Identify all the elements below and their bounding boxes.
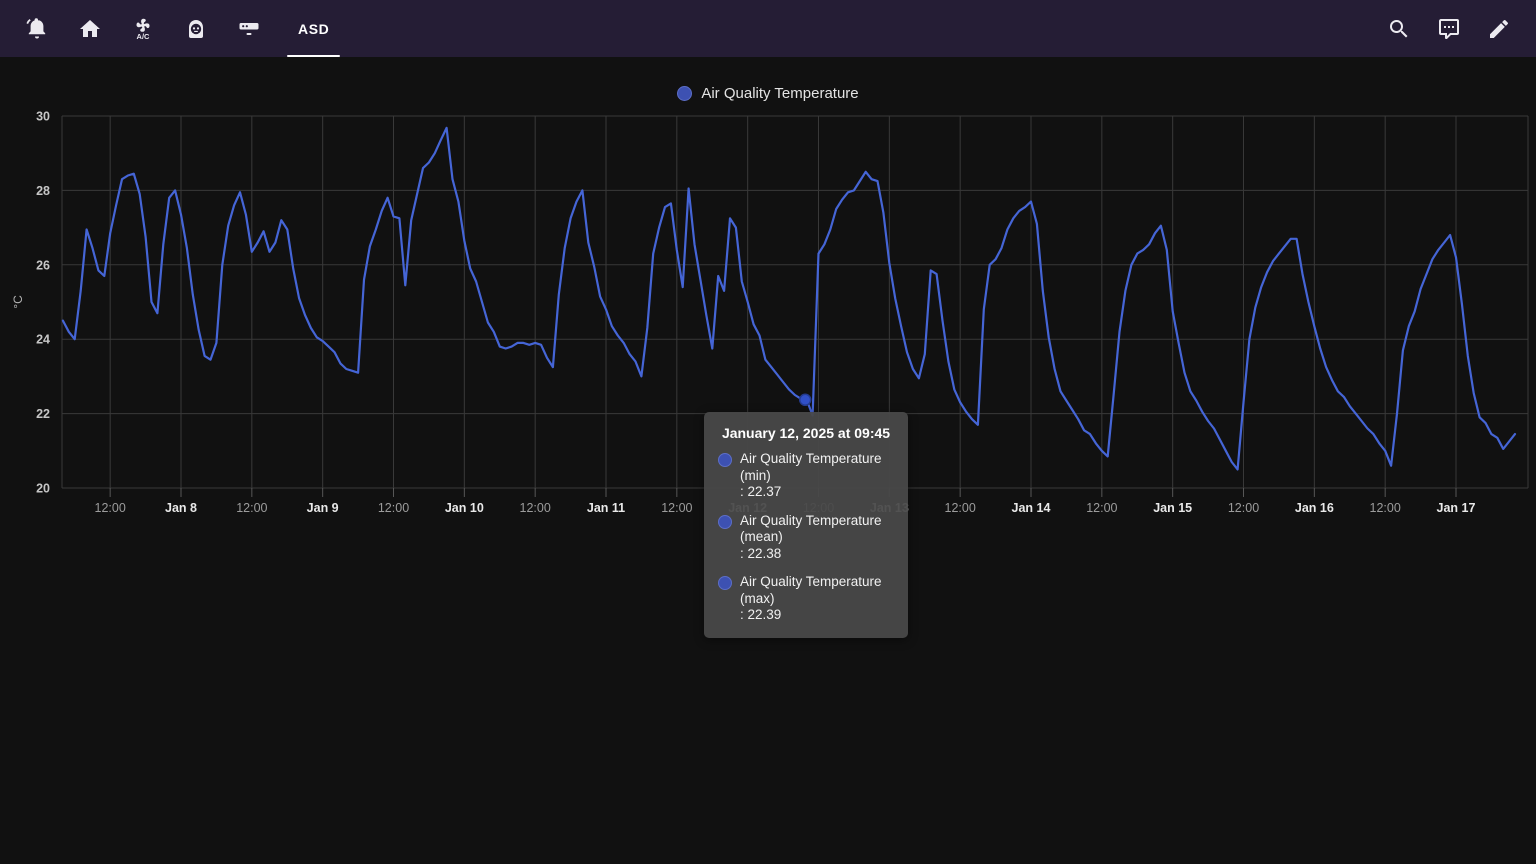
assist-icon[interactable] bbox=[1425, 5, 1473, 53]
home-icon[interactable] bbox=[66, 5, 114, 53]
tooltip-series-qualifier: (min) bbox=[740, 467, 771, 483]
tooltip-series-value: : 22.37 bbox=[740, 484, 782, 499]
house-icon bbox=[80, 19, 100, 37]
tooltip-series-qualifier: (mean) bbox=[740, 529, 783, 544]
x-tick-label: 12:00 bbox=[661, 501, 692, 515]
ac-icon[interactable]: A/C bbox=[119, 5, 167, 53]
y-tick-label: 28 bbox=[36, 184, 50, 198]
magnifier-icon bbox=[1390, 19, 1408, 37]
y-tick-label: 24 bbox=[36, 333, 50, 347]
chart-tooltip: January 12, 2025 at 09:45 Air Quality Te… bbox=[704, 412, 908, 638]
chart-legend[interactable]: Air Quality Temperature bbox=[0, 84, 1536, 102]
x-tick-label: Jan 14 bbox=[1012, 501, 1051, 515]
robot-face-icon bbox=[189, 19, 203, 38]
x-tick-label: Jan 10 bbox=[445, 501, 484, 515]
tooltip-item-max: Air Quality Temperature (max) : 22.39 bbox=[718, 574, 894, 624]
header-actions-group bbox=[1375, 0, 1523, 57]
svg-text:A/C: A/C bbox=[137, 32, 151, 41]
x-tick-label: 12:00 bbox=[520, 501, 551, 515]
notifications-bell-icon[interactable] bbox=[13, 5, 61, 53]
x-tick-label: Jan 11 bbox=[587, 501, 625, 515]
hovered-point-marker[interactable] bbox=[798, 393, 812, 407]
chat-bubble-icon bbox=[1439, 18, 1459, 39]
tooltip-item-min: Air Quality Temperature (min) : 22.37 bbox=[718, 451, 894, 501]
series-color-dot-icon bbox=[718, 576, 732, 590]
y-tick-label: 26 bbox=[36, 258, 50, 272]
legend-series-dot bbox=[677, 85, 693, 101]
tooltip-series-name: Air Quality Temperature bbox=[740, 512, 882, 528]
x-tick-label: Jan 17 bbox=[1437, 501, 1476, 515]
fan-ac-icon: A/C bbox=[136, 18, 151, 41]
y-tick-label: 30 bbox=[36, 110, 50, 124]
x-tick-label: 12:00 bbox=[945, 501, 976, 515]
tab-label: ASD bbox=[298, 20, 330, 37]
tooltip-series-qualifier: (max) bbox=[740, 590, 775, 606]
edit-icon[interactable] bbox=[1475, 5, 1523, 53]
x-tick-label: Jan 9 bbox=[307, 501, 339, 515]
x-tick-label: Jan 15 bbox=[1153, 501, 1192, 515]
series-color-dot-icon bbox=[718, 453, 732, 467]
soundbar-glyph-icon bbox=[239, 22, 259, 35]
tooltip-series-value: : 22.39 bbox=[740, 607, 782, 622]
tooltip-item-mean: Air Quality Temperature (mean) : 22.38 bbox=[718, 513, 894, 563]
pencil-icon bbox=[1490, 19, 1509, 38]
tab-asd[interactable]: ASD bbox=[282, 0, 345, 57]
header-tabs-group: A/C ASD bbox=[13, 0, 345, 57]
x-tick-label: Jan 16 bbox=[1295, 501, 1334, 515]
legend-series-label: Air Quality Temperature bbox=[701, 84, 859, 102]
tooltip-timestamp: January 12, 2025 at 09:45 bbox=[721, 425, 891, 441]
x-tick-label: 12:00 bbox=[236, 501, 267, 515]
tooltip-series-name: Air Quality Temperature bbox=[740, 451, 882, 466]
x-tick-label: 12:00 bbox=[378, 501, 409, 515]
tooltip-series-name: Air Quality Temperature bbox=[740, 574, 882, 589]
series-line[interactable] bbox=[61, 126, 1517, 471]
active-tab-indicator bbox=[287, 55, 341, 57]
soundbar-icon[interactable] bbox=[225, 5, 273, 53]
y-tick-label: 22 bbox=[36, 407, 50, 421]
smart-speaker-icon[interactable] bbox=[172, 5, 220, 53]
series-color-dot-icon bbox=[718, 514, 732, 529]
x-tick-label: 12:00 bbox=[1370, 501, 1401, 515]
x-tick-label: 12:00 bbox=[95, 501, 126, 515]
x-tick-label: 12:00 bbox=[1228, 501, 1259, 515]
search-icon[interactable] bbox=[1375, 5, 1423, 53]
y-tick-label: 20 bbox=[36, 482, 50, 496]
y-axis-title: °C bbox=[11, 295, 25, 309]
x-tick-label: 12:00 bbox=[1086, 501, 1117, 515]
top-app-bar: A/C ASD bbox=[0, 0, 1536, 57]
x-tick-label: Jan 8 bbox=[165, 501, 197, 515]
tooltip-series-value: : 22.38 bbox=[740, 545, 782, 561]
bell-ring-icon bbox=[26, 17, 46, 38]
